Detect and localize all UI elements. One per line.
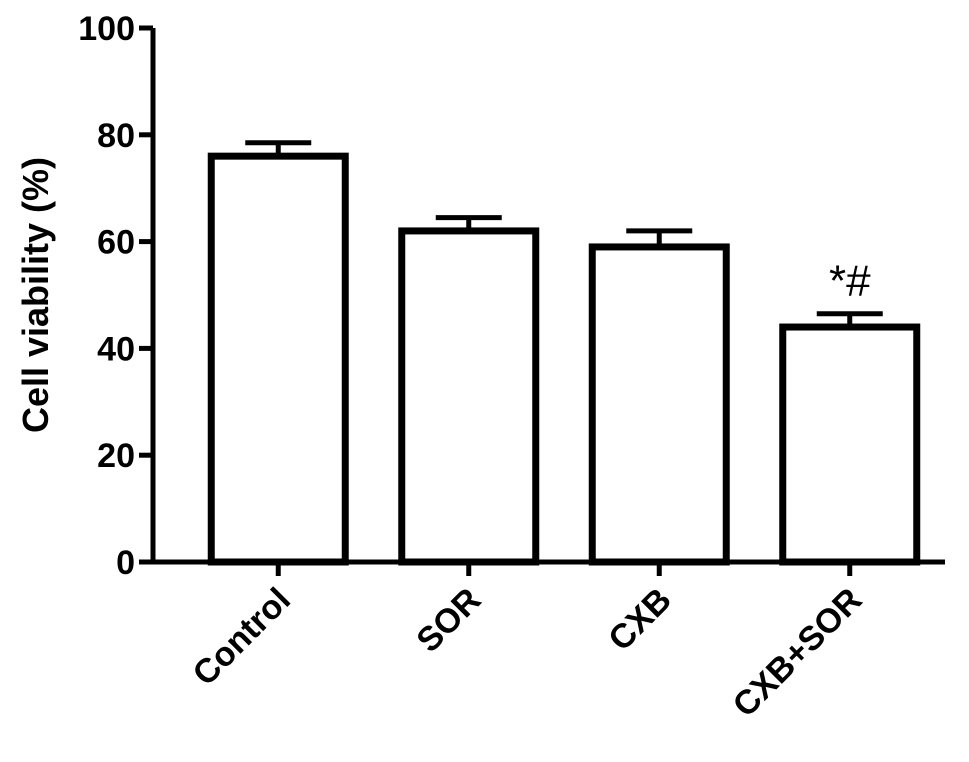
x-tick-label: Control <box>186 581 298 693</box>
significance-annotation: *# <box>829 257 871 306</box>
x-tick-label: SOR <box>409 581 488 660</box>
y-tick-label: 40 <box>97 330 135 368</box>
y-tick-label: 0 <box>116 544 135 582</box>
y-tick-label: 100 <box>78 10 135 48</box>
x-tick-label: CXB+SOR <box>726 581 870 725</box>
y-axis-label: Cell viability (%) <box>15 157 56 433</box>
y-tick-label: 80 <box>97 117 135 155</box>
bar-control <box>207 152 349 566</box>
y-tick-label: 20 <box>97 437 135 475</box>
bar-cxb <box>588 243 730 566</box>
bar-cxb-sor <box>779 323 921 566</box>
y-tick-label: 60 <box>97 224 135 262</box>
x-tick-label: CXB <box>601 581 679 659</box>
bar-sor <box>398 227 540 566</box>
